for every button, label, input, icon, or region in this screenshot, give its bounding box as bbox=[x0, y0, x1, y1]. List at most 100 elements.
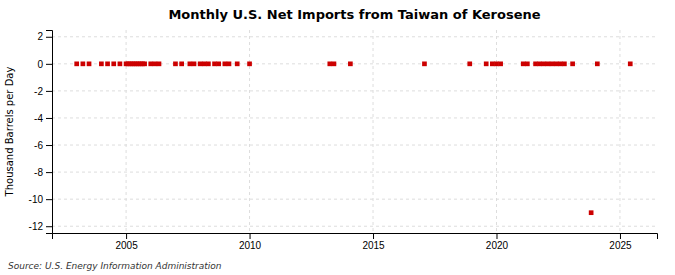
tick: -8 bbox=[34, 167, 52, 178]
point bbox=[192, 61, 197, 66]
point bbox=[153, 61, 158, 66]
tick-label: 2020 bbox=[486, 240, 509, 251]
tick: 2020 bbox=[486, 233, 509, 251]
point bbox=[212, 61, 217, 66]
point bbox=[206, 61, 211, 66]
point bbox=[327, 61, 332, 66]
point bbox=[490, 61, 495, 66]
point bbox=[87, 61, 92, 66]
point bbox=[494, 61, 499, 66]
point bbox=[227, 61, 232, 66]
point bbox=[467, 61, 472, 66]
tick-label: 0 bbox=[37, 59, 43, 70]
x-axis: 2005 2010 2015 2020 2025 bbox=[53, 233, 658, 251]
tick: -10 bbox=[29, 194, 52, 205]
point bbox=[105, 61, 110, 66]
tick: 2 bbox=[37, 31, 52, 42]
chart: 2005 2010 2015 2020 2025 2 0 -2 -4 -6 -8 -10 -12 Mont… bbox=[0, 0, 675, 275]
tick-mark bbox=[373, 233, 374, 239]
point bbox=[537, 61, 542, 66]
grid-line-y bbox=[52, 36, 657, 37]
tick-label: -8 bbox=[34, 167, 43, 178]
point bbox=[235, 61, 240, 66]
point bbox=[562, 61, 567, 66]
axis-line bbox=[53, 234, 658, 240]
tick-label: -2 bbox=[34, 86, 43, 97]
tick-mark bbox=[620, 233, 621, 239]
point bbox=[202, 61, 207, 66]
tick: 2010 bbox=[239, 233, 262, 251]
tick-mark bbox=[46, 172, 52, 173]
point bbox=[558, 61, 563, 66]
tick-mark bbox=[496, 233, 497, 239]
tick-label: -6 bbox=[34, 140, 43, 151]
tick-mark bbox=[126, 233, 127, 239]
grid-line-y bbox=[52, 145, 657, 146]
point bbox=[142, 61, 147, 66]
point bbox=[223, 61, 228, 66]
point bbox=[541, 61, 546, 66]
plot-area: 2005 2010 2015 2020 2025 2 0 -2 -4 -6 -8 -10 -12 bbox=[29, 30, 658, 251]
tick: 2025 bbox=[609, 233, 632, 251]
point bbox=[216, 61, 221, 66]
grid-line-x bbox=[249, 30, 250, 233]
grid-line-y bbox=[52, 226, 657, 227]
tick-mark bbox=[46, 145, 52, 146]
tick: 0 bbox=[37, 59, 52, 70]
point bbox=[118, 61, 123, 66]
grid-line-y bbox=[52, 90, 657, 91]
point bbox=[628, 61, 633, 66]
point bbox=[198, 61, 203, 66]
tick-mark bbox=[46, 37, 52, 38]
grid-line-x bbox=[126, 30, 127, 233]
axis-line bbox=[46, 31, 53, 234]
point bbox=[111, 61, 116, 66]
point bbox=[521, 61, 526, 66]
annotation: Source: U.S. Energy Information Administ… bbox=[8, 261, 222, 271]
point bbox=[484, 61, 489, 66]
point bbox=[247, 61, 252, 66]
point bbox=[188, 61, 193, 66]
tick-label: -10 bbox=[29, 194, 44, 205]
tick-label: -12 bbox=[29, 221, 44, 232]
title: Monthly U.S. Net Imports from Taiwan of … bbox=[168, 7, 540, 22]
tick-label: 2005 bbox=[115, 240, 138, 251]
tick: 2015 bbox=[362, 233, 385, 251]
point bbox=[179, 61, 184, 66]
point bbox=[595, 61, 600, 66]
point bbox=[74, 61, 79, 66]
tick-mark bbox=[46, 199, 52, 200]
y-axis-label: Thousand Barrels per Day bbox=[4, 67, 15, 198]
point bbox=[348, 61, 353, 66]
point bbox=[157, 61, 162, 66]
tick-mark bbox=[46, 118, 52, 119]
tick: -12 bbox=[29, 221, 52, 232]
point bbox=[173, 61, 178, 66]
tick-label: 2015 bbox=[362, 240, 385, 251]
grid-line-y bbox=[52, 199, 657, 200]
points bbox=[74, 61, 632, 215]
point bbox=[546, 61, 551, 66]
point bbox=[550, 61, 555, 66]
tick-label: -4 bbox=[34, 113, 43, 124]
point bbox=[332, 61, 337, 66]
grid-line-x bbox=[373, 30, 374, 233]
tick: -2 bbox=[34, 86, 52, 97]
tick-mark bbox=[46, 91, 52, 92]
tick-mark bbox=[250, 233, 251, 239]
point bbox=[99, 61, 104, 66]
tick-label: 2 bbox=[37, 31, 43, 42]
point bbox=[570, 61, 575, 66]
tick-mark bbox=[46, 64, 52, 65]
grid-line-x bbox=[619, 30, 620, 233]
y-axis: 2 0 -2 -4 -6 -8 -10 -12 bbox=[29, 31, 53, 234]
point bbox=[554, 61, 559, 66]
point bbox=[525, 61, 530, 66]
grid-line-y bbox=[52, 172, 657, 173]
tick-label: 2025 bbox=[609, 240, 632, 251]
point bbox=[498, 61, 503, 66]
point bbox=[81, 61, 86, 66]
tick: 2005 bbox=[115, 233, 138, 251]
point bbox=[589, 210, 594, 215]
grid bbox=[52, 30, 657, 233]
